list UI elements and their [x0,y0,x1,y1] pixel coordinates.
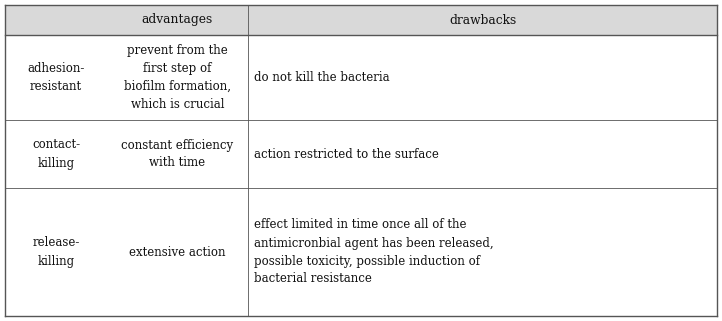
Text: extensive action: extensive action [129,246,226,258]
Text: prevent from the
first step of
biofilm formation,
which is crucial: prevent from the first step of biofilm f… [124,44,231,111]
Text: constant efficiency
with time: constant efficiency with time [121,138,233,169]
Bar [5,35,717,316]
Text: do not kill the bacteria: do not kill the bacteria [254,71,390,84]
Bar [5,5,717,35]
Text: advantages: advantages [142,13,213,27]
Text: release-
killing: release- killing [32,237,79,267]
Text: adhesion-
resistant: adhesion- resistant [27,62,84,93]
Text: action restricted to the surface: action restricted to the surface [254,148,439,160]
Text: effect limited in time once all of the
antimicronbial agent has been released,
p: effect limited in time once all of the a… [254,219,494,285]
Text: drawbacks: drawbacks [449,13,516,27]
Text: contact-
killing: contact- killing [32,138,80,169]
